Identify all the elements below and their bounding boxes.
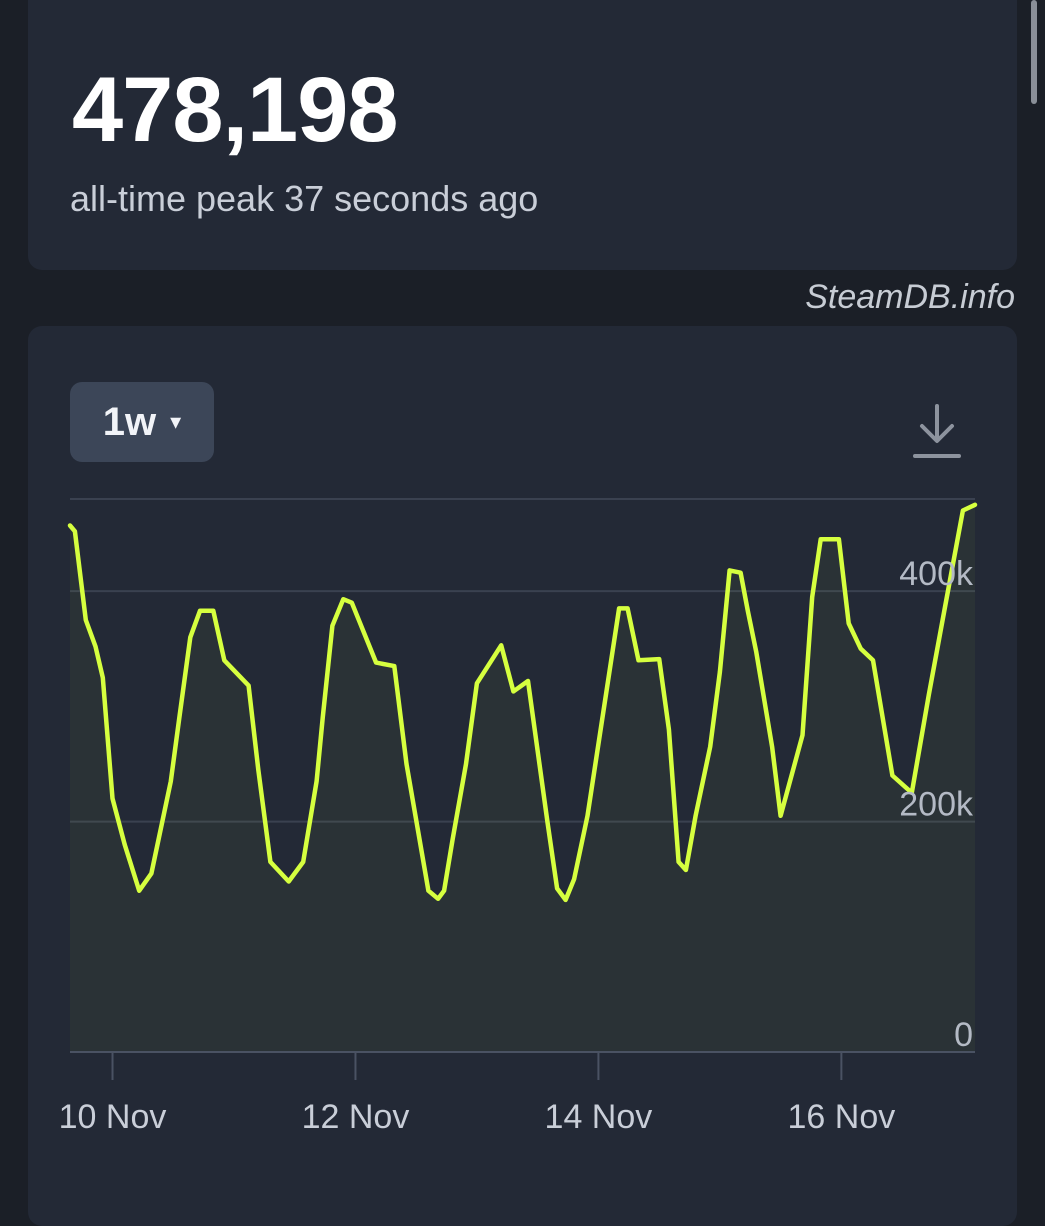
- player-count-chart: 0 200k 400k 10 Nov 12 Nov 14 Nov 16 Nov: [0, 0, 1045, 1200]
- series-area: [70, 505, 975, 1052]
- y-tick-label: 0: [954, 1016, 973, 1054]
- y-tick-label: 200k: [899, 786, 974, 824]
- x-tick-label: 10 Nov: [59, 1098, 167, 1136]
- y-tick-label: 400k: [899, 555, 974, 593]
- x-tick-label: 12 Nov: [302, 1098, 410, 1136]
- x-tick-label: 16 Nov: [788, 1098, 896, 1136]
- x-tick-label: 14 Nov: [545, 1098, 653, 1136]
